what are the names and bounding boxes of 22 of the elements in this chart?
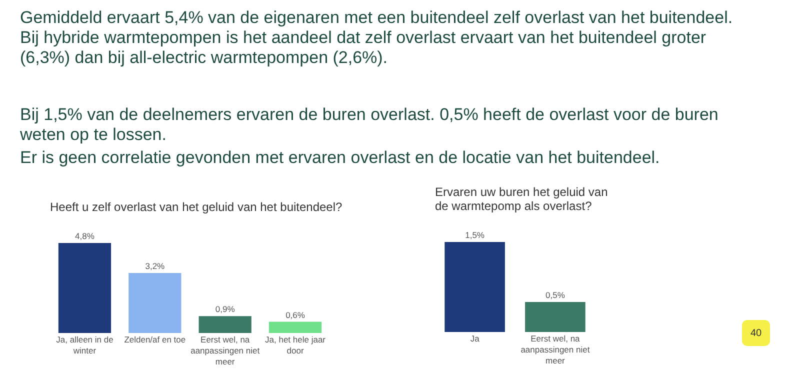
x-tick-label: Ja, het hele jaar door xyxy=(265,334,326,356)
bar xyxy=(198,316,252,333)
text: 40 xyxy=(742,320,770,346)
text: Bij 1,5% van de deelnemers ervaren de buren overlast. 0,5% heeft de overlast voor de buren weten op te lossen. xyxy=(20,105,720,145)
x-tick-label: Ja, alleen in de winter xyxy=(56,334,114,356)
data-label: 3,2% xyxy=(145,261,166,271)
x-tick-label: Ja xyxy=(470,334,480,344)
data-label: 4,8% xyxy=(75,231,95,241)
bar xyxy=(128,273,182,333)
data-label: 1,5% xyxy=(465,230,485,240)
bar xyxy=(268,322,322,333)
x-tick-label: Zelden/af en toe xyxy=(124,334,186,344)
x-tick-label: Eerst wel, na aanpassingen niet meer xyxy=(520,334,590,366)
chart-title: Heeft u zelf overlast van het geluid van het buitendeel? xyxy=(50,200,343,214)
bar xyxy=(58,243,112,333)
text: Gemiddeld ervaart 5,4% van de eigenaren met een buitendeel zelf overlast van het buitendeel. Bij hybride warmtepompen is het aandeel dat zelf overlast ervaart van het buitendeel groter (6,3%) dan bij all-electric warmtepompen (2,6%). xyxy=(20,8,734,68)
x-tick-label: Eerst wel, na aanpassingen niet meer xyxy=(190,334,260,366)
data-label: 0,5% xyxy=(546,290,566,300)
data-label: 0,6% xyxy=(286,310,306,320)
text: Er is geen correlatie gevonden met ervaren overlast en de locatie van het buitendeel. xyxy=(20,148,661,168)
chart-title: Ervaren uw buren het geluid van de warmtepomp als overlast? xyxy=(435,185,608,213)
data-label: 0,9% xyxy=(215,304,236,314)
